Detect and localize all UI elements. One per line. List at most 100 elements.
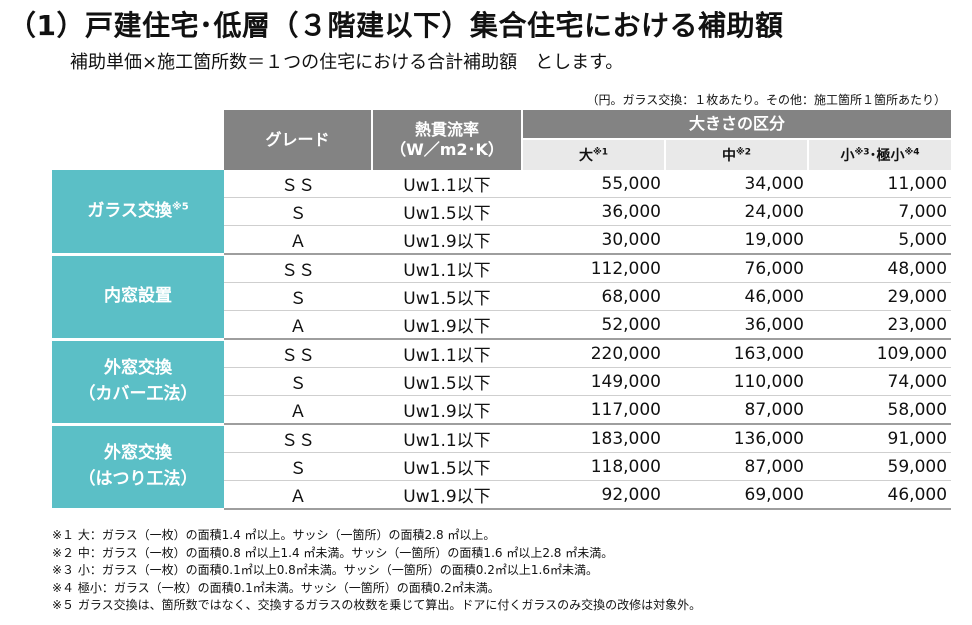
table-row: Ｓ Uw1.5以下 68,000 46,000 29,000: [52, 282, 952, 311]
rate-cell: Uw1.9以下: [372, 310, 522, 340]
header-size-title: 大きさの区分: [689, 114, 786, 133]
table-row: Ｓ Uw1.5以下 149,000 110,000 74,000: [52, 367, 952, 396]
value-large-cell: 118,000: [522, 452, 665, 481]
rate-cell: Uw1.1以下: [372, 339, 522, 368]
rate-cell: Uw1.1以下: [372, 170, 522, 198]
value-small-cell: 91,000: [808, 424, 952, 453]
footnote-line: ※２ 中：ガラス（一枚）の面積0.8 ㎡以上1.4 ㎡未満。サッシ（一箇所）の面…: [52, 545, 614, 560]
header-large-label: 大: [578, 148, 593, 164]
rate-cell: Uw1.5以下: [372, 197, 522, 226]
grade-cell: Ａ: [224, 310, 372, 340]
value-large-cell: 36,000: [522, 197, 665, 226]
value-large-cell: 220,000: [522, 339, 665, 368]
category-cell: 内窓設置: [52, 254, 224, 341]
table-row: Ａ Uw1.9以下 92,000 69,000 46,000: [52, 480, 952, 510]
footnote-line: ※５ ガラス交換は、箇所数ではなく、交換するガラスの枚数を乗じて算出。ドアに付く…: [52, 598, 702, 612]
value-medium-cell: 19,000: [665, 225, 808, 255]
grade-cell: Ａ: [224, 480, 372, 510]
table-row: 内窓設置 ＳＳ Uw1.1以下 112,000 76,000 48,000: [52, 254, 952, 341]
header-size-large: 大※1: [522, 139, 666, 170]
value-small-cell: 48,000: [808, 254, 952, 283]
value-small-cell: 46,000: [808, 480, 952, 510]
rate-cell: Uw1.1以下: [372, 424, 522, 453]
value-small-cell: 74,000: [808, 367, 952, 396]
footnote-line: ※３ 小：ガラス（一枚）の面積0.1㎡以上0.8㎡未満。サッシ（一箇所）の面積0…: [52, 563, 598, 577]
grade-cell: Ｓ: [224, 282, 372, 311]
value-small-cell: 58,000: [808, 395, 952, 425]
footnote-line: ※４ 極小：ガラス（一枚）の面積0.1㎡未満。サッシ（一箇所）の面積0.2㎡未満…: [52, 580, 500, 595]
value-small-cell: 29,000: [808, 282, 952, 311]
value-medium-cell: 87,000: [665, 395, 808, 425]
header-small-sep: ･極小: [869, 148, 905, 164]
value-large-cell: 117,000: [522, 395, 665, 425]
value-small-cell: 7,000: [808, 197, 952, 226]
header-size-category: 大きさの区分: [522, 110, 952, 140]
value-medium-cell: 24,000: [665, 197, 808, 226]
rate-cell: Uw1.1以下: [372, 254, 522, 283]
value-large-cell: 52,000: [522, 310, 665, 340]
grade-cell: Ｓ: [224, 197, 372, 226]
grade-cell: Ａ: [224, 395, 372, 425]
value-large-cell: 92,000: [522, 480, 665, 510]
value-medium-cell: 110,000: [665, 367, 808, 396]
category-label: 内窓設置: [104, 285, 172, 306]
header-small-mark2: ※4: [904, 147, 920, 158]
rate-cell: Uw1.9以下: [372, 225, 522, 255]
table-row: 外窓交換 （カバー工法） ＳＳ Uw1.1以下 220,000 163,000 109,00…: [52, 339, 952, 426]
table-row: Ｓ Uw1.5以下 36,000 24,000 7,000: [52, 197, 952, 226]
header-large-mark: ※1: [592, 147, 608, 158]
category-label: 外窓交換: [104, 358, 172, 378]
value-medium-cell: 87,000: [665, 452, 808, 481]
grade-cell: ＳＳ: [224, 254, 372, 283]
header-rate-line2: （W／m2･K）: [390, 140, 504, 159]
value-medium-cell: 136,000: [665, 424, 808, 453]
rate-cell: Uw1.9以下: [372, 395, 522, 425]
value-small-cell: 5,000: [808, 225, 952, 255]
header-grade-label: グレード: [265, 130, 330, 149]
table-row: Ｓ Uw1.5以下 118,000 87,000 59,000: [52, 452, 952, 481]
grade-cell: ＳＳ: [224, 424, 372, 453]
value-medium-cell: 34,000: [665, 170, 808, 198]
rate-cell: Uw1.9以下: [372, 480, 522, 510]
category-label: ガラス交換: [87, 200, 172, 221]
footnote-line: ※１ 大：ガラス（一枚）の面積1.4 ㎡以上。サッシ（一箇所）の面積2.8 ㎡以…: [52, 528, 496, 542]
table-body: ガラス交換※5 ＳＳ Uw1.1以下 55,000 34,000 11,000 Ｓ Uw1.5…: [52, 170, 952, 511]
value-small-cell: 11,000: [808, 170, 952, 198]
page-title: （1）戸建住宅･低層（３階建以下）集合住宅における補助額: [8, 9, 784, 42]
header-small-mark: ※3: [854, 147, 870, 158]
value-small-cell: 59,000: [808, 452, 952, 481]
header-size-medium: 中※2: [665, 139, 809, 170]
value-large-cell: 183,000: [522, 424, 665, 453]
header-medium-label: 中: [721, 148, 736, 164]
value-large-cell: 149,000: [522, 367, 665, 396]
value-large-cell: 55,000: [522, 170, 665, 198]
header-grade: グレード: [224, 110, 373, 170]
value-large-cell: 68,000: [522, 282, 665, 311]
grade-cell: ＳＳ: [224, 170, 372, 198]
category-cell: 外窓交換 （カバー工法）: [52, 339, 224, 426]
table-row: Ａ Uw1.9以下 30,000 19,000 5,000: [52, 225, 952, 255]
unit-note: （円。ガラス交換：１枚あたり。その他：施工箇所１箇所あたり）: [586, 93, 946, 107]
category-label: 外窓交換: [104, 443, 172, 463]
grade-cell: Ｓ: [224, 367, 372, 396]
value-small-cell: 109,000: [808, 339, 952, 368]
value-medium-cell: 76,000: [665, 254, 808, 283]
value-medium-cell: 163,000: [665, 339, 808, 368]
category-footnote-mark: ※5: [171, 200, 189, 212]
grade-cell: Ａ: [224, 225, 372, 255]
value-medium-cell: 36,000: [665, 310, 808, 340]
category-cell: 外窓交換 （はつり工法）: [52, 424, 224, 511]
category-sublabel: （はつり工法）: [78, 468, 198, 489]
header-size-small: 小※3･極小※4: [808, 139, 952, 170]
page-subtitle: 補助単価×施工箇所数＝１つの住宅における合計補助額 とします。: [70, 52, 624, 73]
category-cell: ガラス交換※5: [52, 170, 224, 256]
rate-cell: Uw1.5以下: [372, 452, 522, 481]
footnotes: ※１ 大：ガラス（一枚）の面積1.4 ㎡以上。サッシ（一箇所）の面積2.8 ㎡以…: [52, 527, 701, 615]
table-row: ガラス交換※5 ＳＳ Uw1.1以下 55,000 34,000 11,000: [52, 170, 952, 256]
table-row: 外窓交換 （はつり工法） ＳＳ Uw1.1以下 183,000 136,000 91,000: [52, 424, 952, 511]
header-thermal-rate: 熱貫流率 （W／m2･K）: [372, 110, 523, 170]
grade-cell: Ｓ: [224, 452, 372, 481]
value-large-cell: 30,000: [522, 225, 665, 255]
value-medium-cell: 69,000: [665, 480, 808, 510]
value-medium-cell: 46,000: [665, 282, 808, 311]
